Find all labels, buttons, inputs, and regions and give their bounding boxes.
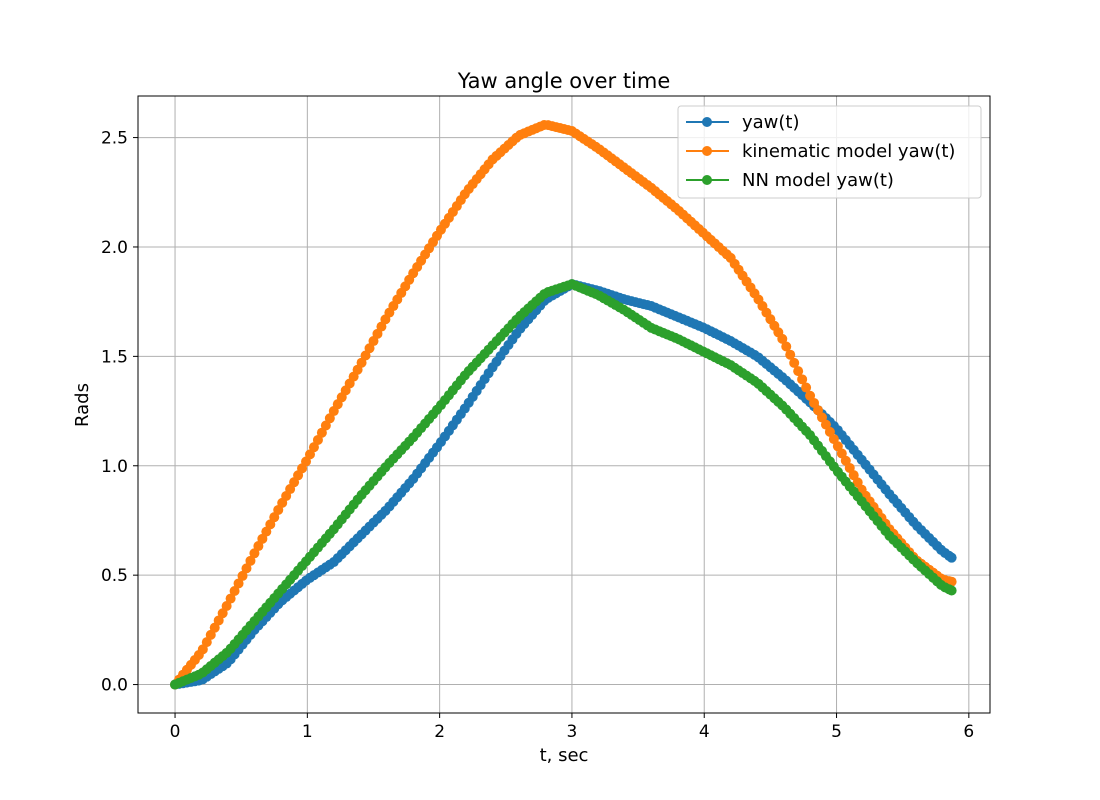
data-point (785, 349, 796, 360)
y-tick-label: 2.0 (101, 238, 128, 258)
x-tick-label: 2 (434, 722, 445, 742)
data-point (946, 585, 957, 596)
x-tick-label: 4 (699, 722, 710, 742)
data-point (237, 570, 248, 581)
data-point (801, 382, 812, 393)
x-axis-label: t, sec (540, 745, 589, 766)
x-tick-label: 5 (831, 722, 842, 742)
legend-marker (702, 175, 712, 185)
legend-marker (702, 117, 712, 127)
x-tick-label: 6 (963, 722, 974, 742)
legend-label: kinematic model yaw(t) (742, 141, 955, 162)
x-tick-label: 0 (170, 722, 181, 742)
y-tick-label: 1.5 (101, 347, 128, 367)
data-point (245, 555, 256, 566)
chart-title: Yaw angle over time (457, 69, 671, 93)
data-series (170, 119, 957, 690)
data-point (241, 563, 252, 574)
y-tick-label: 2.5 (101, 129, 128, 149)
data-point (221, 601, 232, 612)
data-point (777, 333, 788, 344)
legend-box (677, 105, 982, 199)
plot-frame (137, 95, 991, 714)
legend: yaw(t) kinematic model yaw(t) NN model yaw… (677, 105, 982, 199)
x-tick-label: 1 (302, 722, 313, 742)
y-tick-label: 1.0 (101, 457, 128, 477)
data-point (797, 374, 808, 385)
data-point (781, 341, 792, 352)
data-point (793, 366, 804, 377)
y-axis-label: Rads (72, 383, 93, 427)
axis-ticks: 0 1 2 3 4 5 6 0.0 0.5 1.0 1.5 2.0 2.5 (101, 129, 974, 742)
data-point (789, 357, 800, 368)
x-tick-label: 3 (567, 722, 578, 742)
data-point (229, 586, 240, 597)
legend-label: yaw(t) (742, 112, 800, 133)
legend-marker (702, 146, 712, 156)
data-point (233, 578, 244, 589)
legend-entries: yaw(t) kinematic model yaw(t) NN model yaw… (686, 112, 955, 191)
series-3 (170, 279, 957, 690)
y-tick-label: 0.0 (101, 676, 128, 696)
data-point (225, 593, 236, 604)
y-tick-label: 0.5 (101, 566, 128, 586)
data-point (946, 576, 957, 587)
legend-label: NN model yaw(t) (742, 170, 894, 191)
data-point (946, 552, 957, 563)
